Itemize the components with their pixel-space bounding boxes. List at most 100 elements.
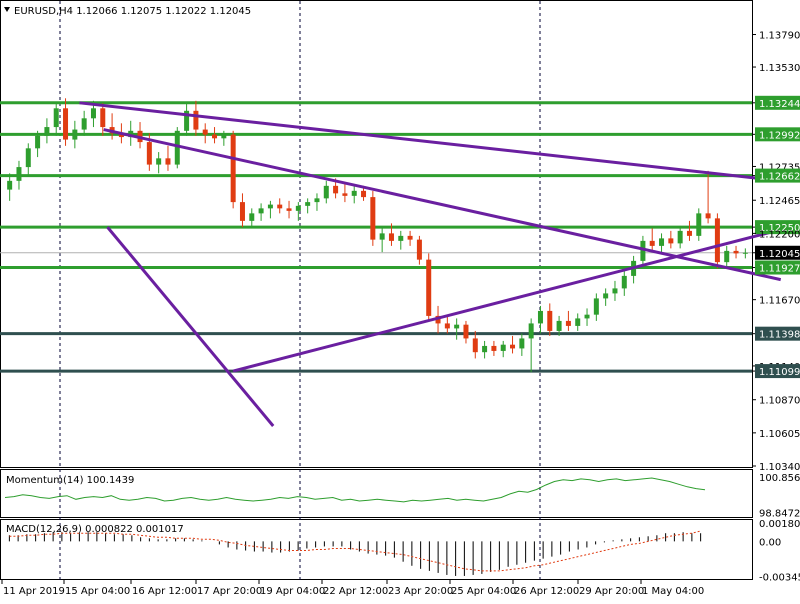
candle-body [25,148,31,168]
level-price-tag [755,127,800,142]
candle-body [416,239,422,260]
y-tick-label: 1.12662 [759,172,800,183]
y-tick-label: 1.10340 [759,462,800,473]
x-tick-label: 29 Apr 20:00 [579,586,644,597]
candle-body [277,204,283,209]
candle-body [193,110,199,130]
candle-body [323,185,329,199]
x-tick-label: 23 Apr 20:00 [388,586,453,597]
candle-body [612,288,618,294]
macd-title: MACD(12,26,9) 0.000822 0.001017 [6,524,184,535]
candle-body [156,158,162,165]
candle-body [575,318,581,326]
candle-body [361,190,367,198]
candle-body [547,310,553,331]
macd-y-label: 0.00 [759,537,781,548]
candle-body [370,197,376,240]
candle-body [696,213,702,236]
level-price-tag [755,95,800,110]
candle-body [705,213,711,219]
candle-body [72,129,78,140]
candle-body [603,293,609,299]
candle-body [267,204,273,209]
x-tick-label: 26 Apr 12:00 [514,586,579,597]
y-tick-label: 1.13530 [759,63,800,74]
y-tick-label: 1.12992 [759,130,800,141]
candle-body [81,118,87,130]
macd-signal-line [9,530,701,572]
candle-body [128,130,134,138]
candle-body [305,202,311,206]
candle-body [537,310,543,324]
y-tick-label: 1.12465 [759,196,800,207]
candle-body [286,208,292,211]
candle-body [388,233,394,241]
candle-body [565,320,571,326]
y-tick-label: 1.13790 [759,31,800,42]
momentum-title: Momentum(14) 100.1439 [6,475,134,486]
candle-body [407,235,413,240]
level-price-tag [755,260,800,275]
macd-y-label: -0.003458 [759,573,800,584]
collapse-icon[interactable] [4,7,10,12]
y-tick-label: 1.13244 [759,99,800,110]
level-price-tag [755,364,800,379]
candle-body [584,314,590,319]
candle-body [230,134,236,203]
candle-body [621,275,627,289]
y-tick-label: 1.12250 [759,223,800,234]
x-tick-label: 1 May 04:00 [642,586,704,597]
current-price-tag [755,245,800,260]
x-tick-label: 25 Apr 04:00 [451,586,516,597]
y-tick-label: 1.11670 [759,296,800,307]
candle-body [165,158,171,165]
candle-body [258,208,264,214]
candle-body [510,344,516,349]
candle-body [342,193,348,196]
candle-body [53,108,59,128]
candle-body [482,345,488,353]
candle-body [472,338,478,353]
candle-body [724,250,730,263]
x-tick-label: 15 Apr 04:00 [65,586,130,597]
candle-body [528,323,534,339]
candle-body [593,298,599,315]
candle-body [444,323,450,329]
momentum-y-label: 98.8472 [759,509,800,520]
candle-body [212,134,218,139]
candle-body [314,198,320,203]
candle-body [519,338,525,349]
y-tick-label: 1.10605 [759,429,800,440]
candle-body [714,218,720,263]
level-price-tag [755,168,800,183]
x-tick-label: 11 Apr 2019 [3,586,65,597]
candle-body [146,142,152,165]
candle-body [118,133,124,138]
y-tick-label: 1.11927 [759,264,800,275]
candle-body [454,324,460,329]
candle-body [44,127,50,136]
candle-body [379,233,385,240]
candle-body [659,238,665,246]
candle-body [202,129,208,135]
macd-y-label: 0.001801 [759,519,800,530]
y-tick-label: 1.12735 [759,162,800,173]
x-tick-label: 19 Apr 04:00 [260,586,325,597]
main-panel-frame [0,0,753,468]
x-tick-label: 22 Apr 12:00 [323,586,388,597]
candle-body [463,324,469,339]
candle-body [249,213,255,221]
candle-body [90,108,96,119]
candle-body [500,344,506,351]
y-tick-label: 1.11099 [759,367,800,378]
candle-body [733,250,739,254]
candle-body [333,185,339,194]
candle-body [742,252,748,254]
x-tick-label: 16 Apr 12:00 [132,586,197,597]
y-tick-label: 1.12045 [759,249,800,260]
candle-body [426,259,432,316]
momentum-panel-frame [0,469,753,518]
momentum-line [4,477,706,503]
